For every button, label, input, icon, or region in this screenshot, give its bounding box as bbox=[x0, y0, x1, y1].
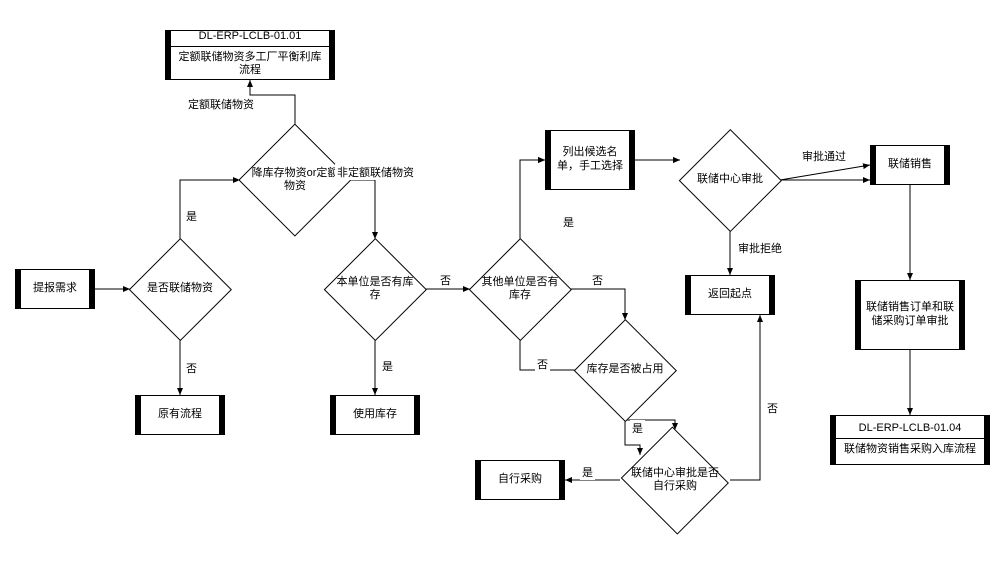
decision-d_reduceOrQuota: 降库存物资or定额物资 bbox=[240, 125, 350, 235]
decision-label: 本单位是否有库存 bbox=[325, 239, 425, 339]
process-stk_bottom: DL-ERP-LCLB-01.04联储物资销售采购入库流程 bbox=[830, 415, 990, 465]
label-self-yes: 是 bbox=[580, 464, 595, 480]
decision-label: 联储中心审批是否自行采购 bbox=[620, 430, 730, 530]
decision-d_otherStock: 其他单位是否有库存 bbox=[470, 239, 570, 339]
label-occ-yes: 是 bbox=[630, 420, 645, 436]
process-p_start: 提报需求 bbox=[15, 269, 95, 309]
label-own-no: 否 bbox=[438, 272, 453, 288]
decision-label: 联储中心审批 bbox=[680, 130, 780, 230]
label-occ-no: 否 bbox=[535, 356, 550, 372]
process-p_selfBuy: 自行采购 bbox=[475, 460, 565, 500]
decision-d_ownStock: 本单位是否有库存 bbox=[325, 239, 425, 339]
label-approve-pass: 审批通过 bbox=[800, 148, 848, 164]
decision-d_occupied: 库存是否被占用 bbox=[575, 320, 675, 420]
decision-label: 其他单位是否有库存 bbox=[470, 239, 570, 339]
process-code: DL-ERP-LCLB-01.04 bbox=[836, 420, 984, 439]
label-other-no: 否 bbox=[590, 272, 605, 288]
label-quota-right: 非定额联储物资 bbox=[335, 164, 416, 180]
label-quota-up: 定额联储物资 bbox=[186, 96, 256, 112]
process-code: DL-ERP-LCLB-01.01 bbox=[171, 28, 329, 47]
decision-label: 降库存物资or定额物资 bbox=[240, 125, 350, 235]
process-text: 定额联储物资多工厂平衡利库流程 bbox=[171, 47, 329, 83]
label-yes: 是 bbox=[184, 208, 199, 224]
label-other-yes: 是 bbox=[561, 214, 576, 230]
process-p_original: 原有流程 bbox=[135, 395, 225, 435]
decision-d_selfBuy: 联储中心审批是否自行采购 bbox=[620, 430, 730, 530]
process-p_return: 返回起点 bbox=[685, 275, 775, 315]
decision-label: 库存是否被占用 bbox=[575, 320, 675, 420]
process-p_sell: 联储销售 bbox=[870, 145, 950, 185]
process-stk_top: DL-ERP-LCLB-01.01定额联储物资多工厂平衡利库流程 bbox=[165, 30, 335, 80]
process-p_candidates: 列出候选名单，手工选择 bbox=[545, 130, 635, 190]
flowchart-canvas: 提报需求是否联储物资原有流程 降库存物资or定额物资 DL-ERP-LCLB-01.… bbox=[0, 0, 1000, 563]
label-own-yes: 是 bbox=[380, 358, 395, 374]
decision-label: 是否联储物资 bbox=[130, 239, 230, 339]
label-no: 否 bbox=[184, 360, 199, 376]
decision-d_centerApprove: 联储中心审批 bbox=[680, 130, 780, 230]
decision-d_isLianchu: 是否联储物资 bbox=[130, 239, 230, 339]
process-text: 联储物资销售采购入库流程 bbox=[836, 439, 984, 461]
process-p_orderApprove: 联储销售订单和联储采购订单审批 bbox=[855, 280, 965, 350]
process-p_useStock: 使用库存 bbox=[330, 395, 420, 435]
label-self-no: 否 bbox=[765, 400, 780, 416]
label-approve-reject: 审批拒绝 bbox=[736, 240, 784, 256]
